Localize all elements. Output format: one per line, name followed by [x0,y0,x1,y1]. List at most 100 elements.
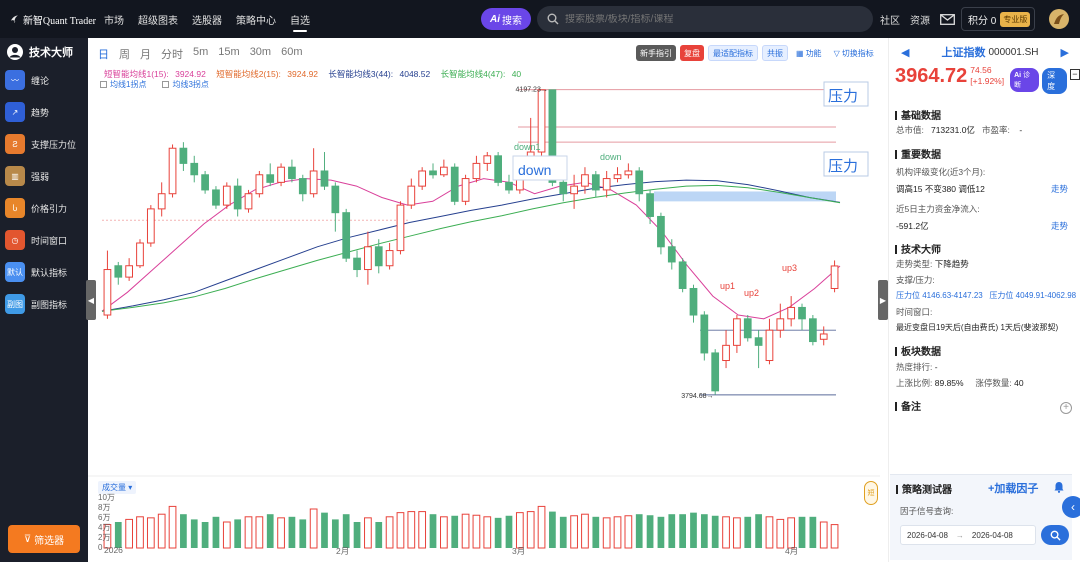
resonance-button[interactable]: 共振 [762,45,788,61]
pe-label: 市盈率: [982,125,1010,135]
pressure-row[interactable]: 压力位 4146.63-4147.23 压力位 4049.91-4062.98 [896,290,1076,301]
index-code: 000001.SH [988,46,1039,58]
switch-indicator-button[interactable]: ▽ 切换指标 [830,45,878,61]
points-box[interactable]: 积分 0 专业版 [961,7,1036,31]
bell-icon[interactable] [1053,481,1065,493]
prev-index-icon[interactable]: ◀ [901,46,910,59]
candle-body-down [809,318,817,343]
candle-body-down [266,174,275,183]
beginner-guide-button[interactable]: 新手指引 [636,45,676,61]
heat-row: 热度排行: - [896,361,938,373]
chart-toolbar: 新手指引 复盘 最适配指标 共振 ▦ 功能 ▽ 切换指标 [636,45,882,61]
sidebar-item-5[interactable]: Ⴑ 价格引力 [0,192,88,224]
candle-body-down [353,257,361,271]
flow-trend-link[interactable]: 走势 [1050,221,1068,231]
next-index-icon[interactable]: ▶ [1060,46,1069,59]
volume-bar-down [321,512,328,548]
heat-value: - [934,362,938,372]
screener-button[interactable]: ⊽ 筛选器 [8,525,80,553]
change-value: 74.56 [970,65,992,75]
period-tab-15m[interactable]: 15m [218,46,240,58]
memo-title: 备注 [895,398,921,413]
candle-body-up [570,185,578,195]
nav-watchlist[interactable]: 自选 [290,12,310,32]
candle-body-down [374,246,383,267]
volume-bar-up [277,517,285,549]
pressure-label-2: 压力 [828,158,858,175]
sidebar-item-1[interactable]: 〰缠论 [0,64,88,96]
sidebar-item-label: 默认指标 [31,267,68,278]
load-factor-button[interactable]: +加载因子 [988,483,1039,495]
ma-legend-3: 长智能均线3(44): 4048.52 [328,69,434,79]
collapse-right-handle[interactable]: ▶ [878,280,888,320]
ma3-label: 长智能均线3(44): [328,69,394,79]
volume-bar-up [364,517,372,549]
nav-super-chart[interactable]: 超级图表 [138,15,178,27]
date-to[interactable]: 2026-04-08 [971,530,1013,540]
sidebar-item-2[interactable]: ↗ 趋势 [0,96,88,128]
sidebar-item-7[interactable]: 默认 默认指标 [0,256,88,288]
ai-search-button[interactable]: Ai 搜索 [481,8,531,30]
volume-bar-down [331,519,339,548]
volume-bar-up [526,511,535,549]
candle-body-down [700,314,709,354]
ai-diagnosis-button[interactable]: Ai 诊断 [1010,68,1040,92]
period-tab-month[interactable]: 月 [140,49,151,61]
brand-logo[interactable]: 新智Quant Trader [0,9,96,29]
kline-chart[interactable]: 4197.23→3794.68→压力压力downdown1downup1up2u… [88,38,880,562]
period-tab-intraday[interactable]: 分时 [161,49,183,61]
chevron-left-icon: ‹ [1071,500,1075,514]
volume-bar-down [494,517,502,548]
mail-icon[interactable] [940,13,955,25]
ma3-turn-toggle[interactable]: 均线3拐点 [162,79,209,90]
pressure-zone-band [654,191,836,202]
candle-body-down [342,212,351,259]
candle-body-up [472,162,481,180]
expand-panel-handle[interactable]: ‹ [1062,496,1080,518]
sidebar-item-4[interactable]: ▥ 强弱 [0,160,88,192]
date-from[interactable]: 2026-04-08 [907,530,948,540]
ma1-turn-toggle[interactable]: 均线1拐点 [100,79,146,90]
period-tab-5m[interactable]: 5m [193,46,209,58]
volume-bar-down [342,514,350,548]
flow-label: 近5日主力资金净流入: [896,204,980,214]
volume-bar-down [549,511,556,548]
collapse-left-handle[interactable]: ◀ [86,280,96,320]
volume-bar-down [180,514,187,548]
avatar[interactable] [1049,9,1070,29]
depth-button[interactable]: 深度 [1042,68,1067,94]
nav-market[interactable]: 市场 [104,15,124,27]
rating-trend-link[interactable]: 走势 [1050,184,1068,194]
volume-bar-up [602,517,611,549]
up-value: 89.85% [934,378,964,388]
factor-search-button[interactable] [1041,525,1069,545]
volume-bar-up [472,514,481,549]
period-tab-30m[interactable]: 30m [249,46,272,58]
period-tab-60m[interactable]: 60m [281,46,303,58]
best-indicator-button[interactable]: 最适配指标 [708,45,758,61]
nav-screener[interactable]: 选股器 [192,15,222,27]
nav-strategy-center[interactable]: 策略中心 [236,15,276,27]
collapse-minus-icon[interactable]: − [1069,69,1080,80]
top-bar: 新智Quant Trader 市场 超级图表 选股器 策略中心 自选 Ai 搜索… [0,0,1080,38]
date-range-picker[interactable]: 2026-04-08 → 2026-04-08 [900,525,1036,545]
volume-selector[interactable]: 成交量 ▾ [98,481,137,494]
index-price: 3964.72 [895,65,968,87]
up-label: 上涨比例: [896,378,933,388]
period-tab-week[interactable]: 周 [119,49,130,61]
period-tab-day[interactable]: 日 [98,49,109,61]
replay-button[interactable]: 复盘 [680,45,704,61]
volume-bar-down [635,514,643,548]
function-button[interactable]: ▦ 功能 [792,45,826,61]
search-input[interactable] [565,13,845,25]
sidebar-item-3[interactable]: Ƨ 支撑压力位 [0,128,88,160]
sidebar-item-6[interactable]: ◷ 时间窗口 [0,224,88,256]
volume-bar-down [201,522,209,548]
add-memo-icon[interactable]: + [1060,402,1072,414]
resources-link[interactable]: 资源 [910,15,930,27]
volume-bar-down [288,516,296,548]
side-pill-short[interactable]: 短 [864,481,878,505]
sidebar-item-8[interactable]: 副图 副图指标 [0,288,88,320]
community-link[interactable]: 社区 [880,15,900,27]
volume-bar-up [581,513,589,549]
